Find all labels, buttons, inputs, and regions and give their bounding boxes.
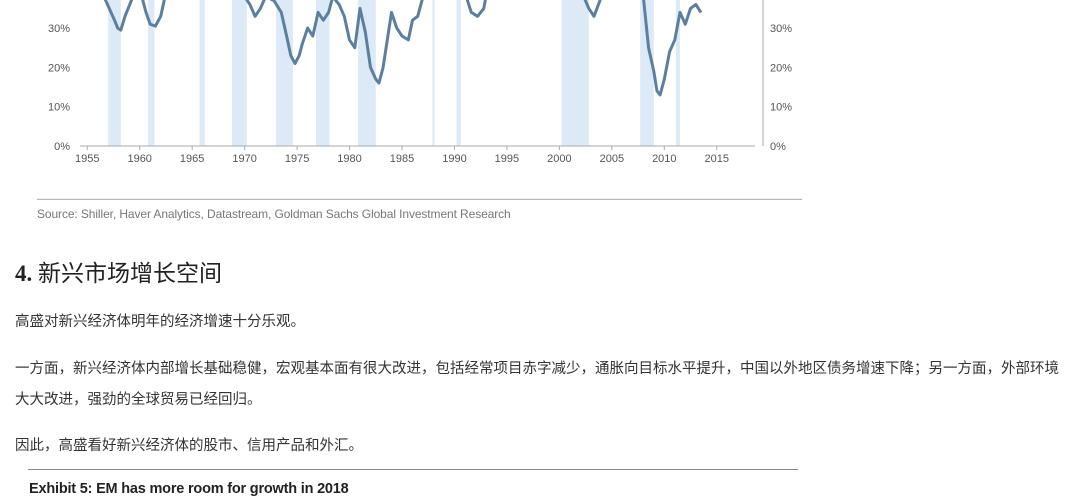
paragraph-2: 一方面，新兴经济体内部增长基础稳健，宏观基本面有很大改进，包括经常项目赤字减少，… xyxy=(15,354,1065,416)
chart-svg: 1955 1960 1965 1970 1975 1980 1985 1990 1995 2000… xyxy=(0,0,820,200)
x-tick-label: 1985 xyxy=(390,153,414,165)
y-tick-label-right: 30% xyxy=(770,23,792,35)
recession-band xyxy=(457,0,461,146)
x-tick-label: 1955 xyxy=(75,153,99,165)
x-tick-label: 2000 xyxy=(547,153,571,165)
recession-band xyxy=(232,0,247,146)
paragraph-1: 高盛对新兴经济体明年的经济增速十分乐观。 xyxy=(15,307,1065,338)
y-tick-label-right: 10% xyxy=(770,102,792,114)
x-tick-label: 1975 xyxy=(285,153,309,165)
series-line xyxy=(104,0,701,95)
x-tick-label: 2005 xyxy=(600,153,624,165)
paragraph-3: 因此，高盛看好新兴经济体的股市、信用产品和外汇。 xyxy=(15,431,1065,462)
y-tick-label-left: 10% xyxy=(48,102,70,114)
y-tick-label-right: 0% xyxy=(770,141,786,153)
recession-band xyxy=(200,0,205,146)
x-tick-label: 1970 xyxy=(232,153,256,165)
x-tick-label: 1965 xyxy=(180,153,204,165)
x-tick-label: 2015 xyxy=(705,153,729,165)
recession-band xyxy=(316,0,330,146)
exhibit-title: Exhibit 5: EM has more room for growth i… xyxy=(29,481,349,497)
x-tick-label: 1960 xyxy=(127,153,151,165)
section-heading: 4. 新兴市场增长空间 xyxy=(15,254,222,288)
chart-source-note: Source: Shiller, Haver Analytics, Datast… xyxy=(37,207,511,221)
x-tick-label: 1995 xyxy=(495,153,519,165)
y-tick-label-left: 20% xyxy=(48,62,70,74)
y-tick-label-left: 0% xyxy=(54,141,70,153)
x-tick-label: 1980 xyxy=(337,153,361,165)
recession-band xyxy=(432,0,434,146)
x-tick-label: 2010 xyxy=(652,153,676,165)
y-tick-label-left: 30% xyxy=(48,23,70,35)
exhibit-divider xyxy=(28,469,798,470)
recession-band xyxy=(561,0,588,146)
section-title: 新兴市场增长空间 xyxy=(38,261,222,286)
y-tick-label-right: 20% xyxy=(770,62,792,74)
x-tick-label: 1990 xyxy=(442,153,466,165)
chart: 1955 1960 1965 1970 1975 1980 1985 1990 1995 2000… xyxy=(0,0,820,200)
section-number: 4. xyxy=(15,261,32,286)
